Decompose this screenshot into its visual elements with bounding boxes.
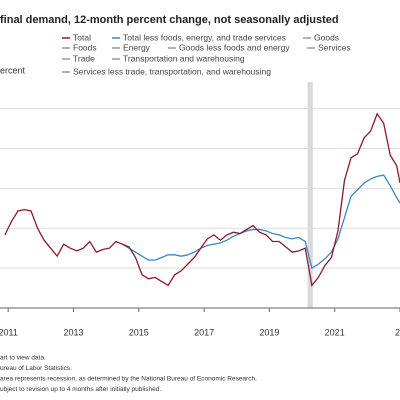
x-tick-label: 2021 — [325, 327, 345, 337]
legend-label: Energy — [123, 42, 151, 52]
footnote: art to view data. — [0, 355, 46, 362]
footnote: ureau of Labor Statistics. — [0, 365, 72, 372]
footnote: ubject to revision up to 4 months after … — [0, 386, 161, 393]
legend-label: Total — [73, 32, 91, 42]
x-tick-label: 2015 — [129, 327, 149, 337]
x-tick-label: 2013 — [63, 327, 83, 337]
legend-label: Goods — [314, 32, 339, 42]
y-axis-label: ercent — [0, 65, 26, 75]
legend-label: Transportation and warehousing — [123, 53, 245, 63]
series-line — [122, 174, 400, 270]
legend-label: Services — [318, 42, 351, 52]
legend-label: Total less foods, energy, and trade serv… — [123, 32, 286, 42]
legend-label: Goods less foods and energy — [179, 42, 290, 52]
recession-shade — [307, 82, 313, 308]
series-line — [4, 112, 400, 287]
legend-label: Trade — [73, 53, 95, 63]
footnote: area represents recession, as determined… — [0, 376, 257, 383]
chart-title: final demand, 12-month percent change, n… — [0, 14, 339, 26]
x-tick-label: 2011 — [0, 327, 18, 337]
legend-label: Foods — [73, 42, 97, 52]
legend-label: Services less trade, transportation, and… — [73, 66, 271, 76]
x-tick-label: 2019 — [259, 327, 279, 337]
x-tick-label: 20 — [395, 327, 400, 337]
x-tick-label: 2017 — [194, 327, 214, 337]
